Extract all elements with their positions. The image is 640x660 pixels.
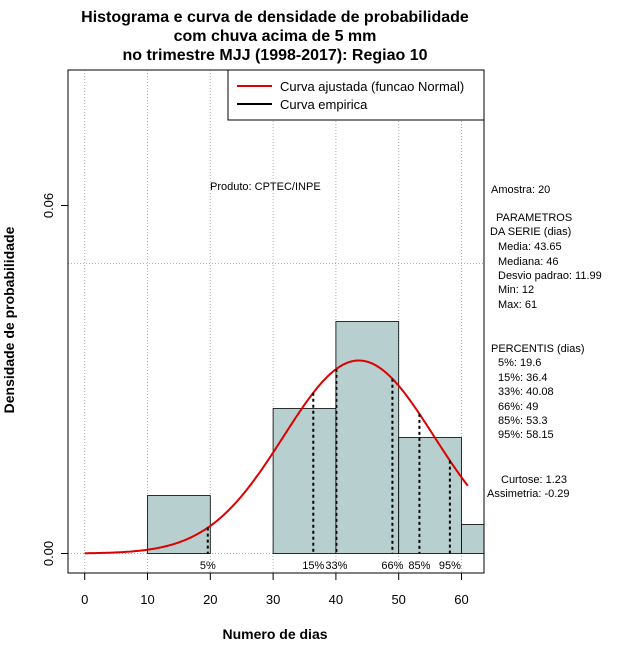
stat-amostra: Amostra: 20 (491, 184, 550, 196)
y-axis-label: Densidade de probabilidade (1, 226, 17, 413)
stats-panel: Amostra: 20 PARAMETROS DA SERIE (dias) M… (487, 184, 602, 500)
histogram-bar-5 (461, 524, 485, 554)
x-tick-label-4: 40 (329, 592, 343, 607)
stat-p85: 85%: 53.3 (498, 415, 548, 427)
stat-perc-title: PERCENTIS (dias) (491, 343, 585, 355)
stat-p5: 5%: 19.6 (498, 357, 541, 369)
stat-p66: 66%: 49 (498, 401, 538, 413)
x-tick-label-5: 50 (391, 592, 405, 607)
x-tick-label-6: 60 (454, 592, 468, 607)
y-tick-label-1: 0.06 (41, 193, 56, 218)
histogram-bar-3 (335, 321, 400, 554)
x-tick-label-0: 0 (81, 592, 88, 607)
histogram-bar-4 (398, 437, 462, 554)
chart-title-line-1: Histograma e curva de densidade de proba… (81, 9, 469, 26)
stat-curtose: Curtose: 1.23 (501, 474, 567, 486)
stat-desvio: Desvio padrao: 11.99 (498, 270, 602, 282)
stat-p95: 95%: 58.15 (498, 429, 554, 441)
percentile-label-1: 15% (302, 560, 324, 572)
x-tick-label-3: 30 (266, 592, 280, 607)
stat-media: Media: 43.65 (498, 241, 562, 253)
chart-title-line-3: no trimestre MJJ (1998-2017): Regiao 10 (122, 47, 427, 64)
percentile-label-5: 95% (439, 560, 461, 572)
percentile-label-3: 66% (381, 560, 403, 572)
histogram-bars (147, 321, 485, 554)
histogram-bar-0 (147, 495, 211, 554)
histogram-bar-2 (272, 408, 337, 554)
x-tick-label-1: 10 (140, 592, 154, 607)
axes-layer: 0 10 20 30 40 50 60 0.00 0.06 (41, 193, 469, 607)
legend-label-normal: Curva ajustada (funcao Normal) (280, 79, 464, 94)
chart-title-line-2: com chuva acima de 5 mm (174, 28, 377, 45)
normal-curve-layer (84, 359, 469, 555)
percentile-label-2: 33% (325, 560, 347, 572)
legend-box (227, 69, 485, 121)
x-tick-label-2: 20 (203, 592, 217, 607)
stat-p33: 33%: 40.08 (498, 386, 554, 398)
x-axis-label: Numero de dias (222, 626, 327, 642)
product-annotation: Produto: CPTEC/INPE (210, 181, 321, 193)
stat-mediana: Mediana: 46 (498, 256, 559, 268)
legend-label-empirical: Curva empirica (280, 97, 368, 112)
stat-min: Min: 12 (498, 284, 534, 296)
y-tick-label-0: 0.00 (41, 541, 56, 566)
percentile-label-4: 85% (408, 560, 430, 572)
stat-p15: 15%: 36.4 (498, 372, 548, 384)
stat-max: Max: 61 (498, 299, 537, 311)
percentile-label-0: 5% (200, 560, 216, 572)
stat-param-title-2: DA SERIE (dias) (490, 226, 571, 238)
normal-fit-curve (84, 359, 469, 555)
stat-param-title-1: PARAMETROS (496, 212, 572, 224)
legend: Curva ajustada (funcao Normal) Curva emp… (227, 69, 485, 121)
percentile-lines-layer: 5% 15% 33% 66% 85% 95% (200, 368, 461, 572)
stat-assimetria: Assimetria: -0.29 (487, 488, 570, 500)
